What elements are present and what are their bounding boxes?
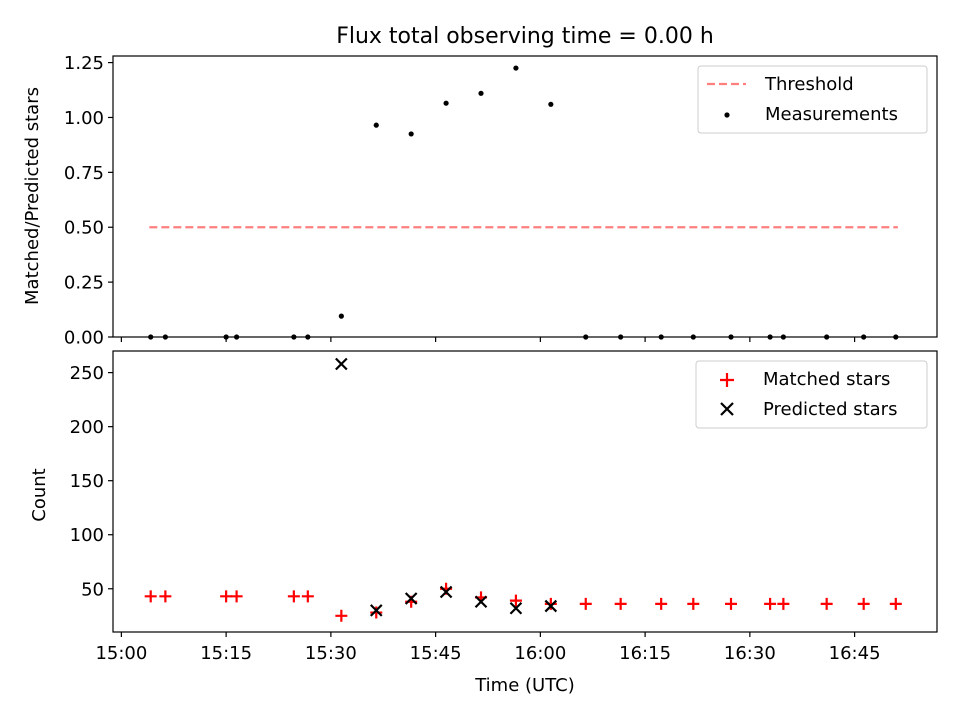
- bottom-plot-marks: [144, 357, 902, 622]
- matched-star-point: [725, 597, 737, 610]
- bottom-y-axis-label: Count: [29, 468, 50, 521]
- predicted-star-point: [369, 604, 383, 617]
- bottom-plot-frame: [112, 350, 938, 633]
- bottom-panel: 50 100 150 200 250 15:00 15:15 15:30 15:45 16:00…: [29, 350, 938, 696]
- x-tick-label: 16:45: [829, 643, 881, 664]
- matched-star-point: [764, 597, 777, 610]
- bottom-x-ticks: 15:00 15:15 15:30 15:45 16:00 16:15 16:30 16:45: [95, 632, 881, 664]
- top-y-axis-label: Matched/Predicted stars: [22, 87, 43, 305]
- predicted-star-point: [474, 595, 488, 609]
- x-tick-label: 15:30: [305, 643, 357, 664]
- matched-star-point: [687, 597, 700, 610]
- chart-title: Flux total observing time = 0.00 h: [336, 24, 714, 49]
- measurement-point: [443, 100, 449, 106]
- top-y-tick-label: 1.00: [64, 108, 104, 129]
- top-legend-box: [697, 65, 928, 134]
- matched-star-point: [287, 590, 300, 603]
- predicted-legend-label: Predicted stars: [763, 399, 897, 420]
- predicted-star-point: [335, 357, 348, 371]
- bottom-y-tick-label: 200: [70, 417, 104, 438]
- matched-star-point: [857, 597, 870, 610]
- x-tick-label: 15:00: [95, 643, 147, 664]
- top-y-ticks: 0.00 0.25 0.50 0.75 1.00 1.25: [64, 53, 113, 349]
- matched-legend-label: Matched stars: [763, 369, 890, 390]
- matched-star-point: [777, 597, 790, 610]
- predicted-star-point: [439, 585, 453, 599]
- x-tick-label: 15:15: [200, 643, 252, 664]
- matched-star-point: [144, 590, 157, 603]
- top-y-tick-label: 0.00: [64, 328, 104, 349]
- x-axis-label: Time (UTC): [474, 675, 575, 696]
- measurements-legend-marker: [724, 112, 730, 118]
- matched-star-point: [220, 590, 233, 603]
- bottom-y-tick-label: 250: [70, 363, 104, 384]
- top-y-tick-label: 0.50: [64, 218, 104, 239]
- x-tick-label: 15:45: [410, 643, 462, 664]
- matched-star-point: [889, 597, 902, 610]
- top-legend: Threshold Measurements: [697, 65, 928, 134]
- matched-star-point: [301, 590, 314, 603]
- x-tick-label: 16:15: [619, 643, 671, 664]
- measurement-point: [373, 122, 379, 128]
- top-x-ticks: [120, 337, 856, 342]
- top-y-tick-label: 0.75: [64, 163, 104, 184]
- matched-star-point: [544, 597, 557, 610]
- matched-star-point: [335, 609, 348, 622]
- top-panel: 0.00 0.25 0.50 0.75 1.00 1.25 Matched/Predict…: [22, 53, 938, 349]
- threshold-legend-label: Threshold: [764, 74, 854, 95]
- predicted-star-point: [544, 599, 558, 613]
- matched-legend-marker: [720, 373, 734, 387]
- top-plot-frame: [112, 55, 938, 338]
- predicted-legend-marker: [720, 402, 734, 416]
- top-y-tick-label: 1.25: [64, 53, 104, 74]
- matched-star-point: [159, 590, 172, 603]
- bottom-legend: Matched stars Predicted stars: [695, 360, 928, 429]
- matched-star-point: [820, 597, 833, 610]
- measurement-point: [548, 101, 554, 107]
- measurements-legend-label: Measurements: [765, 104, 898, 125]
- matched-star-point: [655, 597, 668, 610]
- measurement-point: [408, 131, 414, 137]
- matched-star-point: [579, 597, 592, 610]
- matched-star-point: [614, 597, 627, 610]
- measurement-point: [513, 65, 519, 71]
- predicted-star-point: [404, 592, 418, 605]
- x-tick-label: 16:30: [724, 643, 776, 664]
- x-tick-label: 16:00: [514, 643, 566, 664]
- matched-star-point: [370, 606, 383, 619]
- measurement-point: [338, 313, 344, 319]
- bottom-y-ticks: 50 100 150 200 250: [70, 363, 113, 600]
- predicted-star-point: [509, 601, 523, 615]
- matched-star-point: [509, 594, 522, 607]
- bottom-y-tick-label: 50: [81, 579, 104, 600]
- bottom-legend-box: [695, 360, 928, 429]
- matched-star-point: [230, 590, 243, 603]
- top-y-tick-label: 0.25: [64, 273, 104, 294]
- bottom-y-tick-label: 100: [70, 525, 104, 546]
- bottom-y-tick-label: 150: [70, 471, 104, 492]
- measurement-point: [478, 90, 484, 96]
